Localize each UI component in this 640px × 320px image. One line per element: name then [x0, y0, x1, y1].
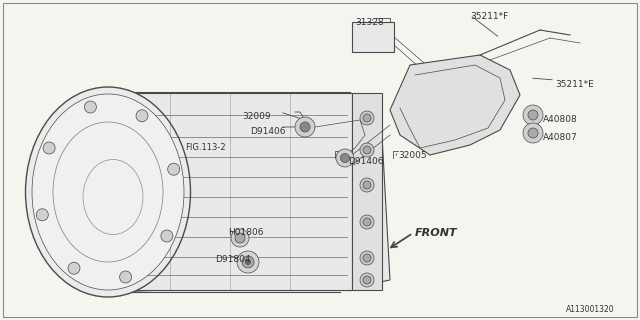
Text: A40808: A40808: [543, 115, 578, 124]
Circle shape: [340, 154, 349, 163]
Text: D91406: D91406: [348, 157, 383, 166]
Circle shape: [363, 254, 371, 262]
Circle shape: [360, 215, 374, 229]
Circle shape: [36, 209, 48, 221]
Circle shape: [84, 101, 97, 113]
Circle shape: [363, 218, 371, 226]
Circle shape: [300, 122, 310, 132]
Circle shape: [363, 146, 371, 154]
Text: A113001320: A113001320: [566, 305, 615, 314]
Circle shape: [235, 233, 245, 243]
Text: 35211*F: 35211*F: [470, 12, 508, 21]
Circle shape: [523, 105, 543, 125]
Circle shape: [336, 149, 354, 167]
FancyBboxPatch shape: [352, 93, 382, 290]
Circle shape: [528, 128, 538, 138]
Circle shape: [360, 273, 374, 287]
Circle shape: [120, 271, 132, 283]
Text: FRONT: FRONT: [415, 228, 458, 238]
Circle shape: [161, 230, 173, 242]
FancyBboxPatch shape: [108, 93, 352, 290]
Circle shape: [136, 110, 148, 122]
Circle shape: [360, 251, 374, 265]
Circle shape: [295, 117, 315, 137]
Text: 35211*E: 35211*E: [555, 80, 594, 89]
Text: 32009: 32009: [242, 112, 271, 121]
Circle shape: [523, 123, 543, 143]
Circle shape: [360, 178, 374, 192]
Circle shape: [68, 262, 80, 274]
Text: D91804: D91804: [215, 255, 250, 264]
Circle shape: [242, 256, 254, 268]
Circle shape: [360, 143, 374, 157]
Polygon shape: [108, 94, 340, 95]
Polygon shape: [335, 95, 390, 290]
Circle shape: [246, 260, 250, 265]
Polygon shape: [390, 55, 520, 155]
Circle shape: [237, 251, 259, 273]
Ellipse shape: [32, 94, 184, 290]
Circle shape: [363, 114, 371, 122]
Text: H01806: H01806: [228, 228, 264, 237]
Circle shape: [231, 229, 249, 247]
Ellipse shape: [26, 87, 191, 297]
Circle shape: [43, 142, 55, 154]
Text: D91406: D91406: [250, 127, 285, 136]
Circle shape: [360, 111, 374, 125]
Circle shape: [363, 276, 371, 284]
Circle shape: [363, 181, 371, 189]
Text: A40807: A40807: [543, 133, 578, 142]
FancyBboxPatch shape: [352, 22, 394, 52]
Text: FIG.113-2: FIG.113-2: [185, 143, 226, 152]
Text: 32005: 32005: [398, 151, 427, 160]
Circle shape: [168, 163, 180, 175]
Circle shape: [528, 110, 538, 120]
Text: 31328: 31328: [355, 18, 383, 27]
